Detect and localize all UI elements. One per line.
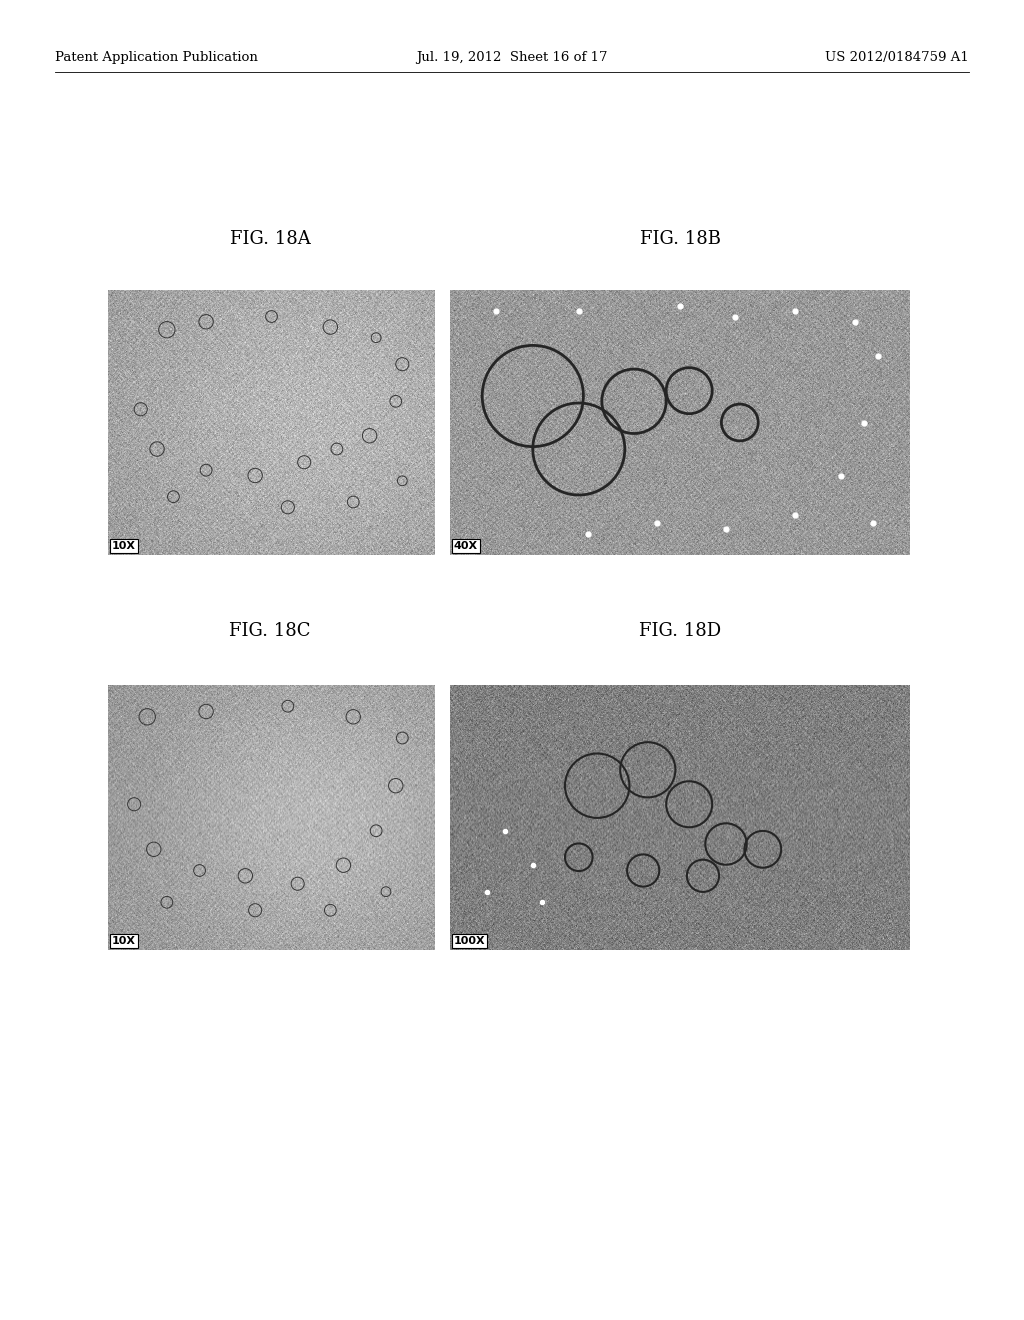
Text: Jul. 19, 2012  Sheet 16 of 17: Jul. 19, 2012 Sheet 16 of 17 <box>416 51 608 65</box>
Text: 10X: 10X <box>112 936 136 946</box>
Text: 10X: 10X <box>112 541 136 550</box>
Text: FIG. 18B: FIG. 18B <box>640 230 721 248</box>
Text: 100X: 100X <box>454 936 485 946</box>
Text: Isopar V: Isopar V <box>199 385 253 433</box>
Text: Patent Application Publication: Patent Application Publication <box>55 51 258 65</box>
Text: YEAST: YEAST <box>601 733 674 743</box>
Text: US 2012/0184759 A1: US 2012/0184759 A1 <box>825 51 969 65</box>
Text: 40X: 40X <box>454 541 478 550</box>
Text: FIG. 18D: FIG. 18D <box>639 622 721 640</box>
Text: YEAST: YEAST <box>601 430 674 441</box>
Text: FIG. 18C: FIG. 18C <box>229 622 310 640</box>
Text: FIG. 18A: FIG. 18A <box>229 230 310 248</box>
Text: YEAST: YEAST <box>118 475 163 486</box>
